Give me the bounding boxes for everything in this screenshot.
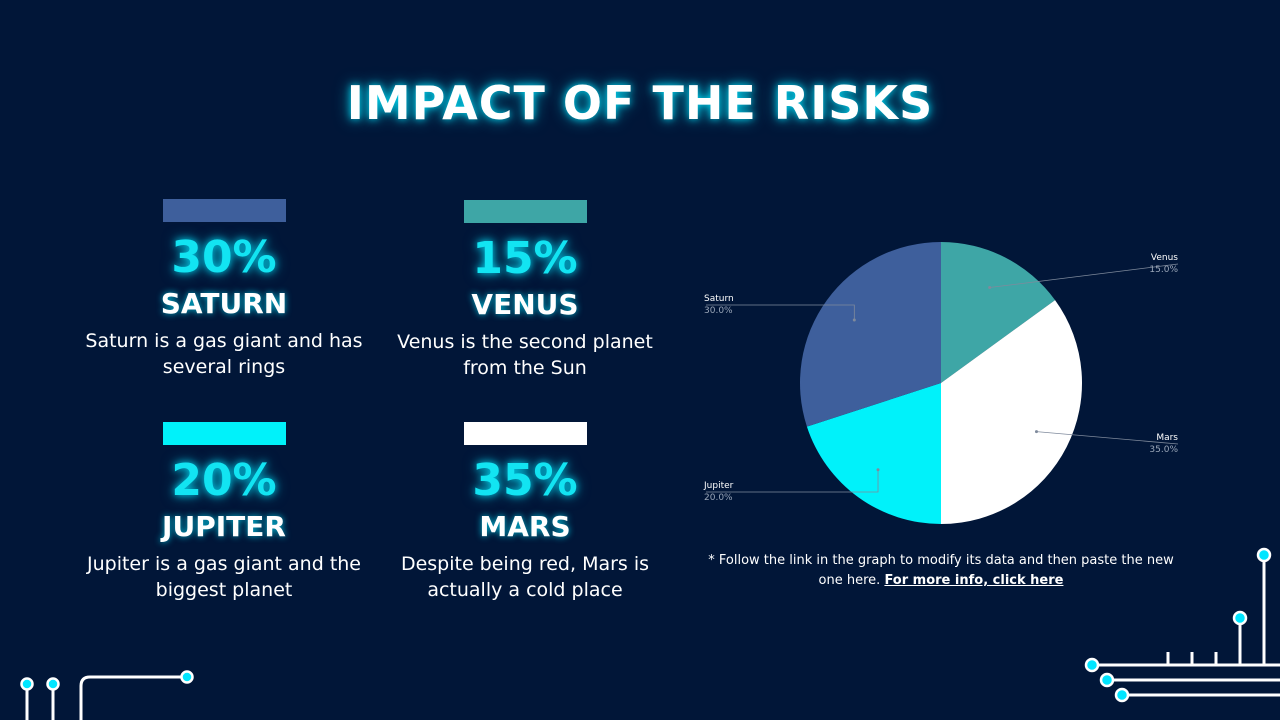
description: Saturn is a gas giant and has several ri… — [85, 330, 363, 378]
leader-dot — [988, 286, 992, 290]
color-bar — [162, 199, 286, 222]
slice-value-label: 15.0% — [1149, 265, 1178, 275]
slice-value-label: 20.0% — [704, 493, 733, 503]
description: Venus is the second planet from the Sun — [397, 331, 653, 379]
leader-line — [706, 469, 879, 493]
percentage: 15% — [472, 233, 578, 284]
stat-card-saturn: 30% SATURN Saturn is a gas giant and has… — [74, 199, 374, 380]
planet-name: MARS — [479, 510, 571, 543]
percentage: 30% — [171, 232, 277, 283]
leader-line — [706, 304, 855, 321]
slice-label: Saturn — [704, 294, 734, 304]
leader-line — [1036, 431, 1179, 445]
pie-slice-jupiter[interactable] — [806, 383, 941, 524]
color-bar — [162, 422, 286, 445]
stat-card-venus: 15% VENUS Venus is the second planet fro… — [375, 200, 675, 381]
slice-label: Mars — [1156, 433, 1178, 443]
leader-line — [989, 263, 1179, 288]
slice-value-label: 35.0% — [1149, 445, 1178, 455]
leader-dot — [876, 468, 880, 472]
stat-card-jupiter: 20% JUPITER Jupiter is a gas giant and t… — [74, 422, 374, 603]
planet-name: SATURN — [160, 287, 288, 320]
leader-dot — [852, 318, 856, 322]
planet-name: VENUS — [471, 288, 579, 321]
pie-slice-saturn[interactable] — [799, 242, 941, 427]
description: Despite being red, Mars is actually a co… — [400, 553, 650, 601]
pie-slice-mars[interactable] — [941, 300, 1082, 524]
slice-label: Jupiter — [703, 481, 734, 491]
stat-card-mars: 35% MARS Despite being red, Mars is actu… — [375, 422, 675, 603]
more-info-link[interactable]: For more info, click here — [884, 573, 1064, 588]
slide-title: IMPACT OF THE RISKS — [346, 76, 934, 130]
leader-dot — [1034, 430, 1038, 434]
footnote-text: * Follow the link in the graph to modify… — [708, 553, 1174, 588]
color-bar — [463, 422, 587, 445]
slice-value-label: 30.0% — [704, 306, 733, 316]
description: Jupiter is a gas giant and the biggest p… — [87, 553, 361, 601]
pie-slice-venus[interactable] — [941, 242, 1056, 383]
footnote: * Follow the link in the graph to modify… — [700, 551, 1182, 591]
color-bar — [463, 200, 587, 223]
percentage: 20% — [171, 455, 277, 506]
planet-name: JUPITER — [162, 510, 286, 543]
slice-label: Venus — [1151, 253, 1178, 263]
percentage: 35% — [472, 455, 578, 506]
